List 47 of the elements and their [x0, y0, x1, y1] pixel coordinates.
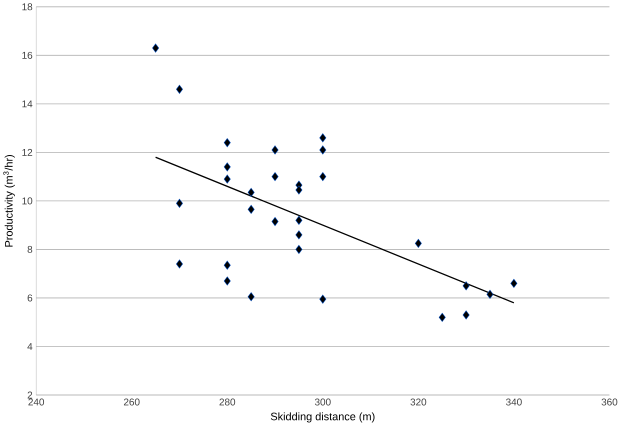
x-tick-label: 360 — [602, 398, 618, 406]
y-tick-label: 10 — [22, 197, 32, 205]
point — [176, 84, 183, 94]
y-tick-label: 14 — [22, 100, 32, 108]
x-tick-label: 260 — [124, 398, 140, 406]
point — [486, 290, 494, 299]
point — [248, 292, 255, 302]
x-tick-label: 300 — [314, 398, 331, 406]
point — [272, 217, 278, 226]
x-tick-label: 240 — [28, 398, 44, 406]
point — [462, 310, 470, 320]
point — [295, 186, 302, 195]
y-tick-label: 4 — [27, 343, 32, 350]
y-tick-label: 16 — [22, 52, 32, 59]
point — [224, 162, 231, 172]
point — [319, 172, 326, 182]
point — [248, 205, 255, 214]
point — [295, 230, 302, 240]
point — [176, 260, 183, 269]
point — [414, 238, 422, 248]
point — [152, 44, 160, 53]
y-tick-label: 2 — [28, 392, 32, 399]
point — [224, 260, 231, 270]
point — [319, 133, 326, 142]
point — [510, 279, 518, 288]
y-tick-label: 8 — [28, 246, 32, 254]
point — [272, 172, 278, 182]
x-tick-label: 340 — [506, 398, 522, 406]
x-tick-label: 320 — [410, 398, 426, 406]
y-tick-label: 18 — [22, 3, 32, 10]
y-tick-label: 6 — [28, 294, 32, 302]
point — [248, 188, 255, 197]
point — [319, 294, 326, 304]
point — [438, 312, 446, 322]
y-axis-title: Productivity (m$^{3}$/hr) — [3, 155, 15, 247]
x-axis-title: Skidding distance (m) — [270, 412, 375, 423]
point — [176, 198, 183, 208]
point — [295, 245, 302, 254]
point — [272, 146, 278, 155]
point — [295, 216, 302, 225]
point — [224, 174, 231, 184]
y-tick-label: 12 — [22, 149, 32, 156]
x-tick-label: 280 — [219, 398, 236, 406]
point — [224, 276, 231, 286]
point — [319, 146, 326, 155]
point — [224, 138, 231, 148]
point — [462, 281, 470, 290]
